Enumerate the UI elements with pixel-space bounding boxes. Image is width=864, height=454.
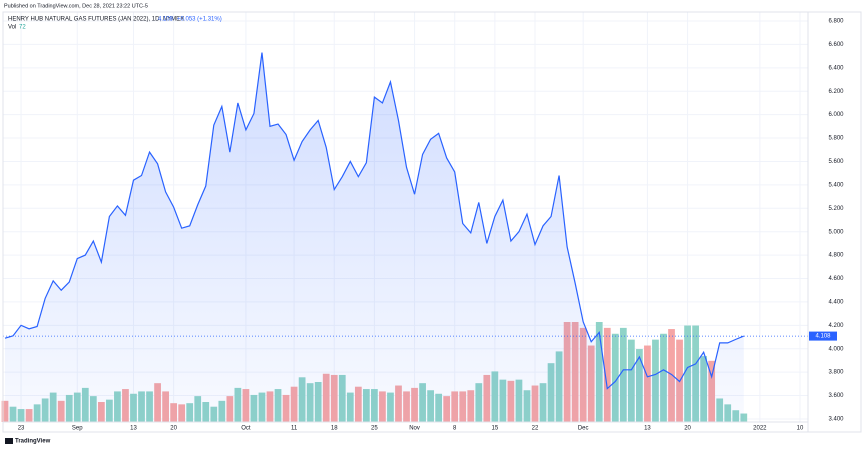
logo-text: TradingView: [15, 439, 51, 445]
y-tick-label: 5.600: [828, 159, 844, 165]
last-price-label: 4.108: [815, 334, 831, 340]
last-price-box: [809, 331, 837, 341]
x-tick-label: 11: [291, 426, 298, 432]
published: Published on TradingView.com, Dec 28, 20…: [4, 3, 148, 9]
volume-last: 72: [19, 25, 26, 31]
y-tick-label: 6.600: [828, 42, 844, 48]
x-tick-label: 13: [130, 426, 137, 432]
y-tick-label: 5.800: [828, 136, 844, 142]
y-tick-label: 3.600: [828, 393, 844, 399]
x-tick-label: 2022: [753, 426, 767, 432]
chart-title: HENRY HUB NATURAL GAS FUTURES (JAN 2022)…: [8, 17, 184, 23]
x-tick-label: Nov: [409, 426, 420, 432]
y-tick-label: 4.000: [828, 346, 844, 352]
x-tick-label: 20: [170, 426, 177, 432]
x-tick-label: 10: [797, 426, 804, 432]
frame: [2, 11, 862, 433]
x-tick-label: 25: [371, 426, 378, 432]
x-tick-label: 13: [644, 426, 651, 432]
y-tick-label: 4.400: [828, 299, 844, 305]
y-tick-label: 6.200: [828, 89, 844, 95]
x-tick-label: 18: [331, 426, 338, 432]
last-price: 4.108: [158, 17, 174, 23]
y-tick-label: 3.400: [828, 417, 844, 423]
x-tick-label: 20: [684, 426, 691, 432]
x-tick-label: 8: [453, 426, 457, 432]
x-tick-label: 22: [532, 426, 539, 432]
x-tick-label: Sep: [72, 426, 83, 432]
plot: [1, 12, 808, 422]
volume-bar: [611, 333, 619, 422]
price-line: [4, 52, 745, 390]
x-tick-label: Oct: [241, 426, 251, 432]
y-tick-label: 5.200: [828, 206, 844, 212]
logo: TradingView: [5, 438, 51, 445]
y-tick-label: 4.800: [828, 253, 844, 259]
volume-bar: [603, 327, 611, 422]
y-tick-label: 6.000: [828, 112, 844, 118]
volume-label: Vol: [8, 25, 16, 31]
y-tick-label: 5.400: [828, 182, 844, 188]
x-tick-label: 15: [492, 426, 499, 432]
price-area: [5, 52, 744, 422]
x-tick-label: 23: [18, 426, 25, 432]
y-tick-label: 5.000: [828, 229, 844, 235]
y-tick-label: 3.800: [828, 370, 844, 376]
y-tick-label: 6.400: [828, 65, 844, 71]
price-change: +0.053 (+1.31%): [177, 17, 222, 23]
y-tick-label: 4.600: [828, 276, 844, 282]
y-tick-label: 6.800: [828, 19, 844, 25]
y-tick-label: 4.200: [828, 323, 844, 329]
x-tick-label: Dec: [578, 426, 589, 432]
